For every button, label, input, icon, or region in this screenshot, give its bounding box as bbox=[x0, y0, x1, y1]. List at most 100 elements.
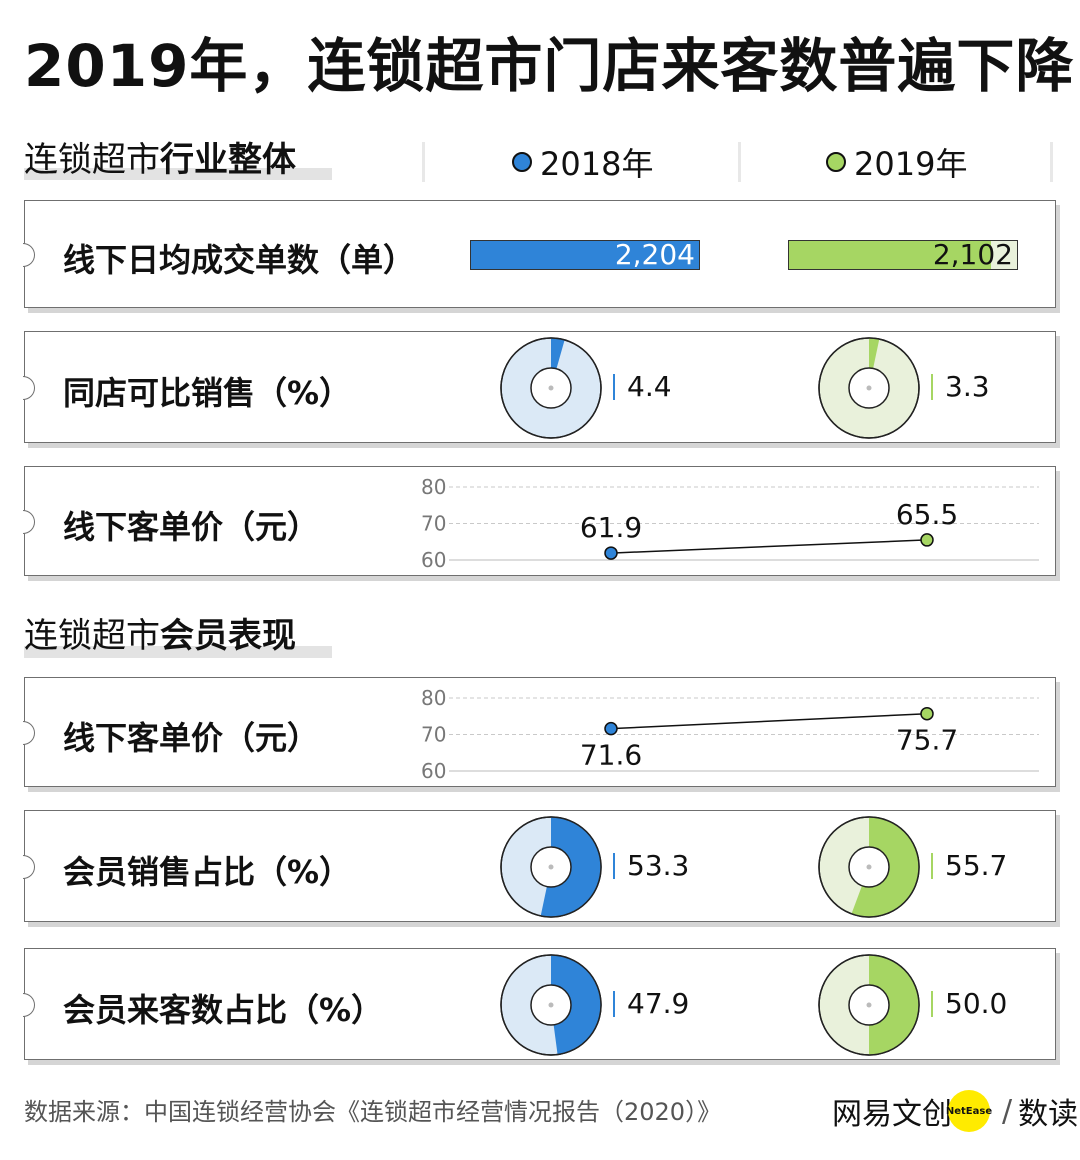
donut-value-text-2019: 50.0 bbox=[945, 987, 1008, 1020]
donut-outline bbox=[500, 337, 602, 439]
card-same-store-sales: 同店可比销售（%） 4.4 3.3 bbox=[23, 331, 1056, 443]
bar-2018 bbox=[471, 241, 699, 269]
donut-value-text-2018: 4.4 bbox=[627, 370, 672, 403]
bar-2019 bbox=[789, 241, 992, 269]
bar-track-2018: 2,204 bbox=[470, 238, 700, 271]
card-daily-orders: 线下日均成交单数（单） 2,204 2,102 bbox=[23, 200, 1056, 308]
y-tick-label: 70 bbox=[421, 512, 446, 536]
header-separator bbox=[738, 142, 741, 182]
chart-title: 2019年，连锁超市门店来客数普遍下降 bbox=[24, 32, 1075, 100]
card-member-sales-share: 会员销售占比（%） 53.3 55.7 bbox=[23, 810, 1056, 922]
donut-center-dot bbox=[548, 864, 554, 870]
series-line bbox=[610, 712, 928, 730]
card-notch bbox=[23, 721, 35, 745]
section2-underline bbox=[24, 646, 332, 658]
y-tick-label: 80 bbox=[421, 686, 446, 710]
legend-dot-2018 bbox=[512, 152, 532, 172]
data-point-2019年 bbox=[920, 706, 934, 721]
y-tick-label: 60 bbox=[421, 548, 446, 572]
donut-2019 bbox=[818, 337, 920, 439]
legend-item-2019: 2019年 bbox=[826, 140, 967, 184]
donut-center-dot bbox=[866, 864, 872, 870]
row-label: 同店可比销售（%） bbox=[63, 374, 352, 412]
data-label-2018年: 61.9 bbox=[580, 511, 642, 544]
row-label: 会员来客数占比（%） bbox=[63, 991, 384, 1029]
brand-logo: 网易文创 NetEase / 数读 bbox=[832, 1086, 1078, 1136]
logo-slash: / bbox=[1002, 1093, 1013, 1129]
bar-value-2019: 2,102 bbox=[932, 238, 1013, 271]
row-label: 线下客单价（元） bbox=[63, 719, 320, 757]
series-line bbox=[610, 539, 928, 554]
row-label: 线下客单价（元） bbox=[63, 508, 320, 546]
section2-heading: 连锁超市会员表现 bbox=[24, 614, 296, 658]
donut-outline bbox=[818, 954, 920, 1056]
data-source: 数据来源：中国连锁经营协会《连锁超市经营情况报告（2020）》 bbox=[24, 1098, 722, 1126]
donut-2018 bbox=[500, 337, 602, 439]
donut-value-text-2018: 53.3 bbox=[627, 849, 690, 882]
card-notch bbox=[23, 376, 35, 400]
donut-slice bbox=[551, 955, 601, 1055]
netease-badge: NetEase bbox=[946, 1090, 992, 1132]
donut-2018 bbox=[500, 954, 602, 1056]
donut-2019 bbox=[818, 954, 920, 1056]
donut-center-dot bbox=[866, 1002, 872, 1008]
data-point-2018年 bbox=[604, 721, 618, 736]
section1-underline bbox=[24, 168, 332, 180]
donut-center-dot bbox=[548, 385, 554, 391]
data-point-2019年 bbox=[920, 533, 934, 547]
donut-slice bbox=[851, 817, 919, 917]
bar-value-2018: 2,204 bbox=[614, 238, 695, 271]
donut-outline bbox=[500, 816, 602, 918]
donut-value-2019: 3.3 bbox=[931, 370, 990, 404]
donut-outline bbox=[500, 954, 602, 1056]
line-chart-member-avg-ticket: 80 70 60 71.6 75.7 bbox=[421, 686, 1039, 783]
y-tick-label: 60 bbox=[421, 759, 446, 783]
logo-product-text: 数读 bbox=[1018, 1097, 1079, 1132]
donut-outline bbox=[818, 816, 920, 918]
donut-value-2018: 47.9 bbox=[613, 987, 689, 1021]
donut-slice bbox=[540, 817, 601, 917]
section1-bold: 行业整体 bbox=[160, 140, 296, 180]
row-label: 线下日均成交单数（单） bbox=[63, 241, 416, 279]
donut-2019 bbox=[818, 816, 920, 918]
section1-heading: 连锁超市行业整体 bbox=[24, 138, 296, 182]
donut-value-2018: 53.3 bbox=[613, 849, 689, 883]
donut-value-2018: 4.4 bbox=[613, 370, 672, 404]
donut-slice bbox=[551, 338, 565, 369]
donut-value-text-2019: 55.7 bbox=[945, 849, 1008, 882]
donut-value-text-2019: 3.3 bbox=[945, 370, 990, 403]
data-label-2019年: 75.7 bbox=[896, 724, 958, 757]
row-label: 会员销售占比（%） bbox=[63, 853, 352, 891]
card-notch bbox=[23, 510, 35, 534]
donut-center-dot bbox=[866, 385, 872, 391]
card-notch bbox=[23, 993, 35, 1017]
card-notch bbox=[23, 243, 35, 267]
donut-slice bbox=[869, 338, 880, 369]
legend-item-2018: 2018年 bbox=[512, 140, 653, 184]
y-tick-label: 80 bbox=[421, 475, 446, 499]
donut-outline bbox=[818, 337, 920, 439]
card-avg-ticket: 线下客单价（元） 80 70 60 61.9 65.5 bbox=[23, 466, 1056, 576]
donut-2018 bbox=[500, 816, 602, 918]
card-member-visits-share: 会员来客数占比（%） 47.9 50.0 bbox=[23, 948, 1056, 1060]
line-chart-avg-ticket: 80 70 60 61.9 65.5 bbox=[421, 475, 1039, 572]
header-separator bbox=[422, 142, 425, 182]
donut-center-dot bbox=[548, 1002, 554, 1008]
donut-slice bbox=[869, 955, 919, 1055]
card-member-avg-ticket: 线下客单价（元） 80 70 60 71.6 75.7 bbox=[23, 677, 1056, 787]
donut-value-2019: 50.0 bbox=[931, 987, 1007, 1021]
y-tick-label: 70 bbox=[421, 723, 446, 747]
data-point-2018年 bbox=[604, 546, 618, 560]
donut-value-2019: 55.7 bbox=[931, 849, 1007, 883]
section1-prefix: 连锁超市 bbox=[24, 140, 160, 180]
logo-brand-text: 网易文创 bbox=[832, 1097, 952, 1132]
legend-label-2019: 2019年 bbox=[854, 145, 968, 183]
section2-prefix: 连锁超市 bbox=[24, 616, 160, 656]
legend-label-2018: 2018年 bbox=[540, 145, 654, 183]
bar-track-2019: 2,102 bbox=[788, 238, 1018, 271]
data-label-2018年: 71.6 bbox=[580, 739, 642, 772]
header-separator bbox=[1050, 142, 1053, 182]
section2-bold: 会员表现 bbox=[160, 616, 296, 656]
data-label-2019年: 65.5 bbox=[896, 498, 958, 531]
card-notch bbox=[23, 855, 35, 879]
